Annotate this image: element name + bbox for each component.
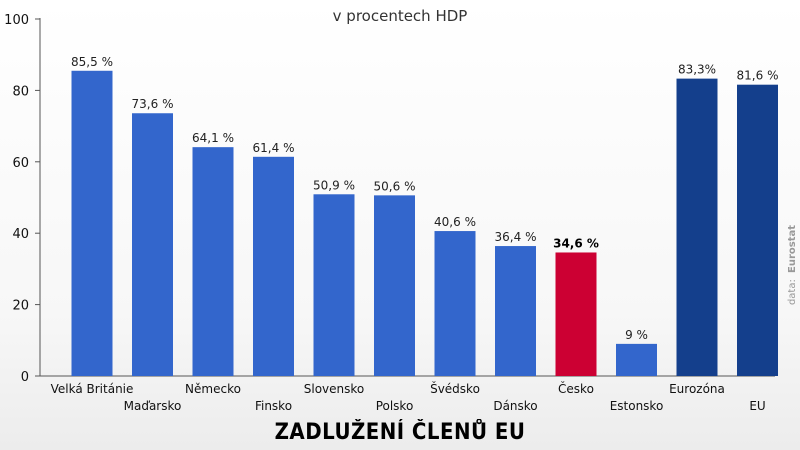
bar-estonsko <box>616 343 657 376</box>
bar-maďarsko <box>132 113 173 377</box>
category-label: Dánsko <box>493 399 537 413</box>
data-label: 85,5 % <box>71 55 113 69</box>
category-label: Švédsko <box>430 381 480 396</box>
category-label: Maďarsko <box>124 399 182 413</box>
data-label: 50,6 % <box>374 179 416 193</box>
data-label: 34,6 % <box>553 236 599 250</box>
category-label: Slovensko <box>304 382 365 396</box>
data-label: 9 % <box>625 328 648 342</box>
category-label: Velká Británie <box>51 382 134 396</box>
bar-slovensko <box>313 194 355 376</box>
bar-německo <box>192 147 234 376</box>
data-label: 61,4 % <box>253 141 295 155</box>
chart-subtitle: v procentech HDP <box>333 7 468 25</box>
y-tick-label: 40 <box>12 227 29 242</box>
y-tick-label: 60 <box>12 156 29 171</box>
bar-eurozóna <box>676 78 718 376</box>
bar-velká-británie <box>71 70 113 376</box>
category-label: Estonsko <box>610 399 664 413</box>
category-label: Eurozóna <box>669 382 725 396</box>
data-label: 36,4 % <box>495 230 537 244</box>
data-label: 81,6 % <box>737 69 779 83</box>
bar-švédsko <box>434 231 476 376</box>
data-label: 40,6 % <box>434 215 476 229</box>
data-label: 73,6 % <box>132 97 174 111</box>
y-tick-label: 100 <box>4 13 29 28</box>
y-tick-label: 20 <box>12 299 29 314</box>
y-ticks: 0 20 40 60 80 100 <box>4 13 40 385</box>
bar-česko <box>555 252 597 376</box>
data-label: 64,1 % <box>192 131 234 145</box>
bar-eu <box>737 84 778 377</box>
data-label: 83,3% <box>678 63 716 77</box>
value-labels: 85,5 % 73,6 % 64,1 % 61,4 % 50,9 % 50,6 % 40,6… <box>71 55 778 342</box>
y-tick-label: 80 <box>12 84 29 99</box>
category-label: Polsko <box>376 399 414 413</box>
category-label: Finsko <box>255 399 292 413</box>
bar-polsko <box>374 195 415 376</box>
category-label: Německo <box>185 382 241 396</box>
source-label: data: Eurostat <box>787 225 798 305</box>
chart: v procentech HDP 0 20 40 60 80 100 85,5 % 73,6… <box>4 7 798 413</box>
chart-title: ZADLUŽENÍ ČLENŮ EU <box>274 420 526 445</box>
source-prefix: data: <box>787 279 798 305</box>
bars <box>71 70 778 377</box>
source-name: Eurostat <box>787 225 798 273</box>
category-label: Česko <box>558 381 594 396</box>
bar-dánsko <box>495 246 536 376</box>
bar-finsko <box>253 156 294 376</box>
data-label: 50,9 % <box>313 178 355 192</box>
category-label: EU <box>749 399 765 413</box>
y-tick-label: 0 <box>21 370 29 385</box>
